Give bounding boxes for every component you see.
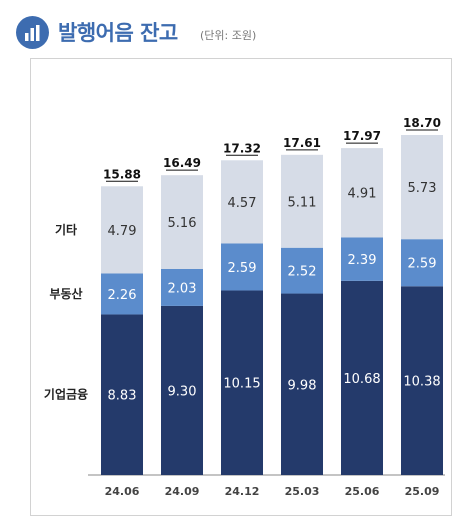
- bar-segment-25.06-1: [341, 237, 383, 281]
- bar-segment-24.06-0: [101, 314, 143, 475]
- segment-value-label: 10.38: [403, 375, 440, 390]
- total-value-label: 18.70: [403, 116, 441, 130]
- bar-segment-24.09-2: [161, 175, 203, 269]
- segment-value-label: 2.52: [288, 265, 317, 280]
- segment-value-label: 4.91: [348, 187, 377, 202]
- total-value-label: 15.88: [103, 167, 141, 181]
- segment-value-label: 2.26: [108, 288, 137, 303]
- chart-title: 발행어음 잔고: [58, 21, 178, 45]
- bar-segment-24.09-0: [161, 305, 203, 475]
- segment-value-label: 10.68: [343, 372, 380, 387]
- bar-segment-25.09-1: [401, 239, 443, 287]
- bar-segment-25.03-1: [281, 247, 323, 294]
- segment-value-label: 2.59: [228, 261, 257, 276]
- x-tick-label: 24.06: [105, 485, 140, 498]
- segment-value-label: 5.11: [288, 195, 317, 210]
- segment-value-label: 8.83: [108, 389, 137, 404]
- bar-segment-25.06-0: [341, 280, 383, 475]
- bar-segment-24.12-2: [221, 160, 263, 244]
- total-value-label: 17.61: [283, 136, 321, 150]
- segment-value-label: 5.16: [168, 216, 197, 231]
- segment-value-label: 9.98: [288, 378, 317, 393]
- segment-value-label: 2.39: [348, 253, 377, 268]
- bar-segment-25.03-2: [281, 154, 323, 248]
- bar-segment-24.06-1: [101, 273, 143, 315]
- x-tick-label: 24.12: [225, 485, 260, 498]
- bar-segment-25.03-0: [281, 293, 323, 475]
- bar-segment-25.09-0: [401, 286, 443, 475]
- legend-row-label: 부동산: [49, 286, 82, 301]
- segment-value-label: 2.03: [168, 281, 197, 296]
- segment-value-label: 4.57: [228, 196, 257, 211]
- bar-segment-25.09-2: [401, 135, 443, 240]
- x-tick-label: 24.09: [165, 485, 200, 498]
- legend-row-label: 기업금융: [44, 387, 88, 402]
- segment-value-label: 9.30: [168, 384, 197, 399]
- total-value-label: 16.49: [163, 156, 201, 170]
- x-tick-label: 25.03: [285, 485, 320, 498]
- bar-segment-25.06-2: [341, 148, 383, 238]
- total-value-label: 17.97: [343, 129, 381, 143]
- x-tick-label: 25.06: [345, 485, 380, 498]
- segment-value-label: 4.79: [108, 224, 137, 239]
- legend-row-label: 기타: [55, 222, 77, 237]
- bar-chart-icon: [16, 16, 49, 49]
- chart-frame: [30, 58, 452, 516]
- bar-segment-24.12-0: [221, 290, 263, 475]
- segment-value-label: 10.15: [223, 377, 260, 392]
- segment-value-label: 2.59: [408, 257, 437, 272]
- segment-value-label: 5.73: [408, 181, 437, 196]
- bar-segment-24.09-1: [161, 269, 203, 306]
- x-tick-label: 25.09: [405, 485, 440, 498]
- bar-segment-24.12-1: [221, 243, 263, 291]
- bar-segment-24.06-2: [101, 186, 143, 274]
- total-value-label: 17.32: [223, 141, 261, 155]
- unit-label: (단위: 조원): [200, 29, 257, 42]
